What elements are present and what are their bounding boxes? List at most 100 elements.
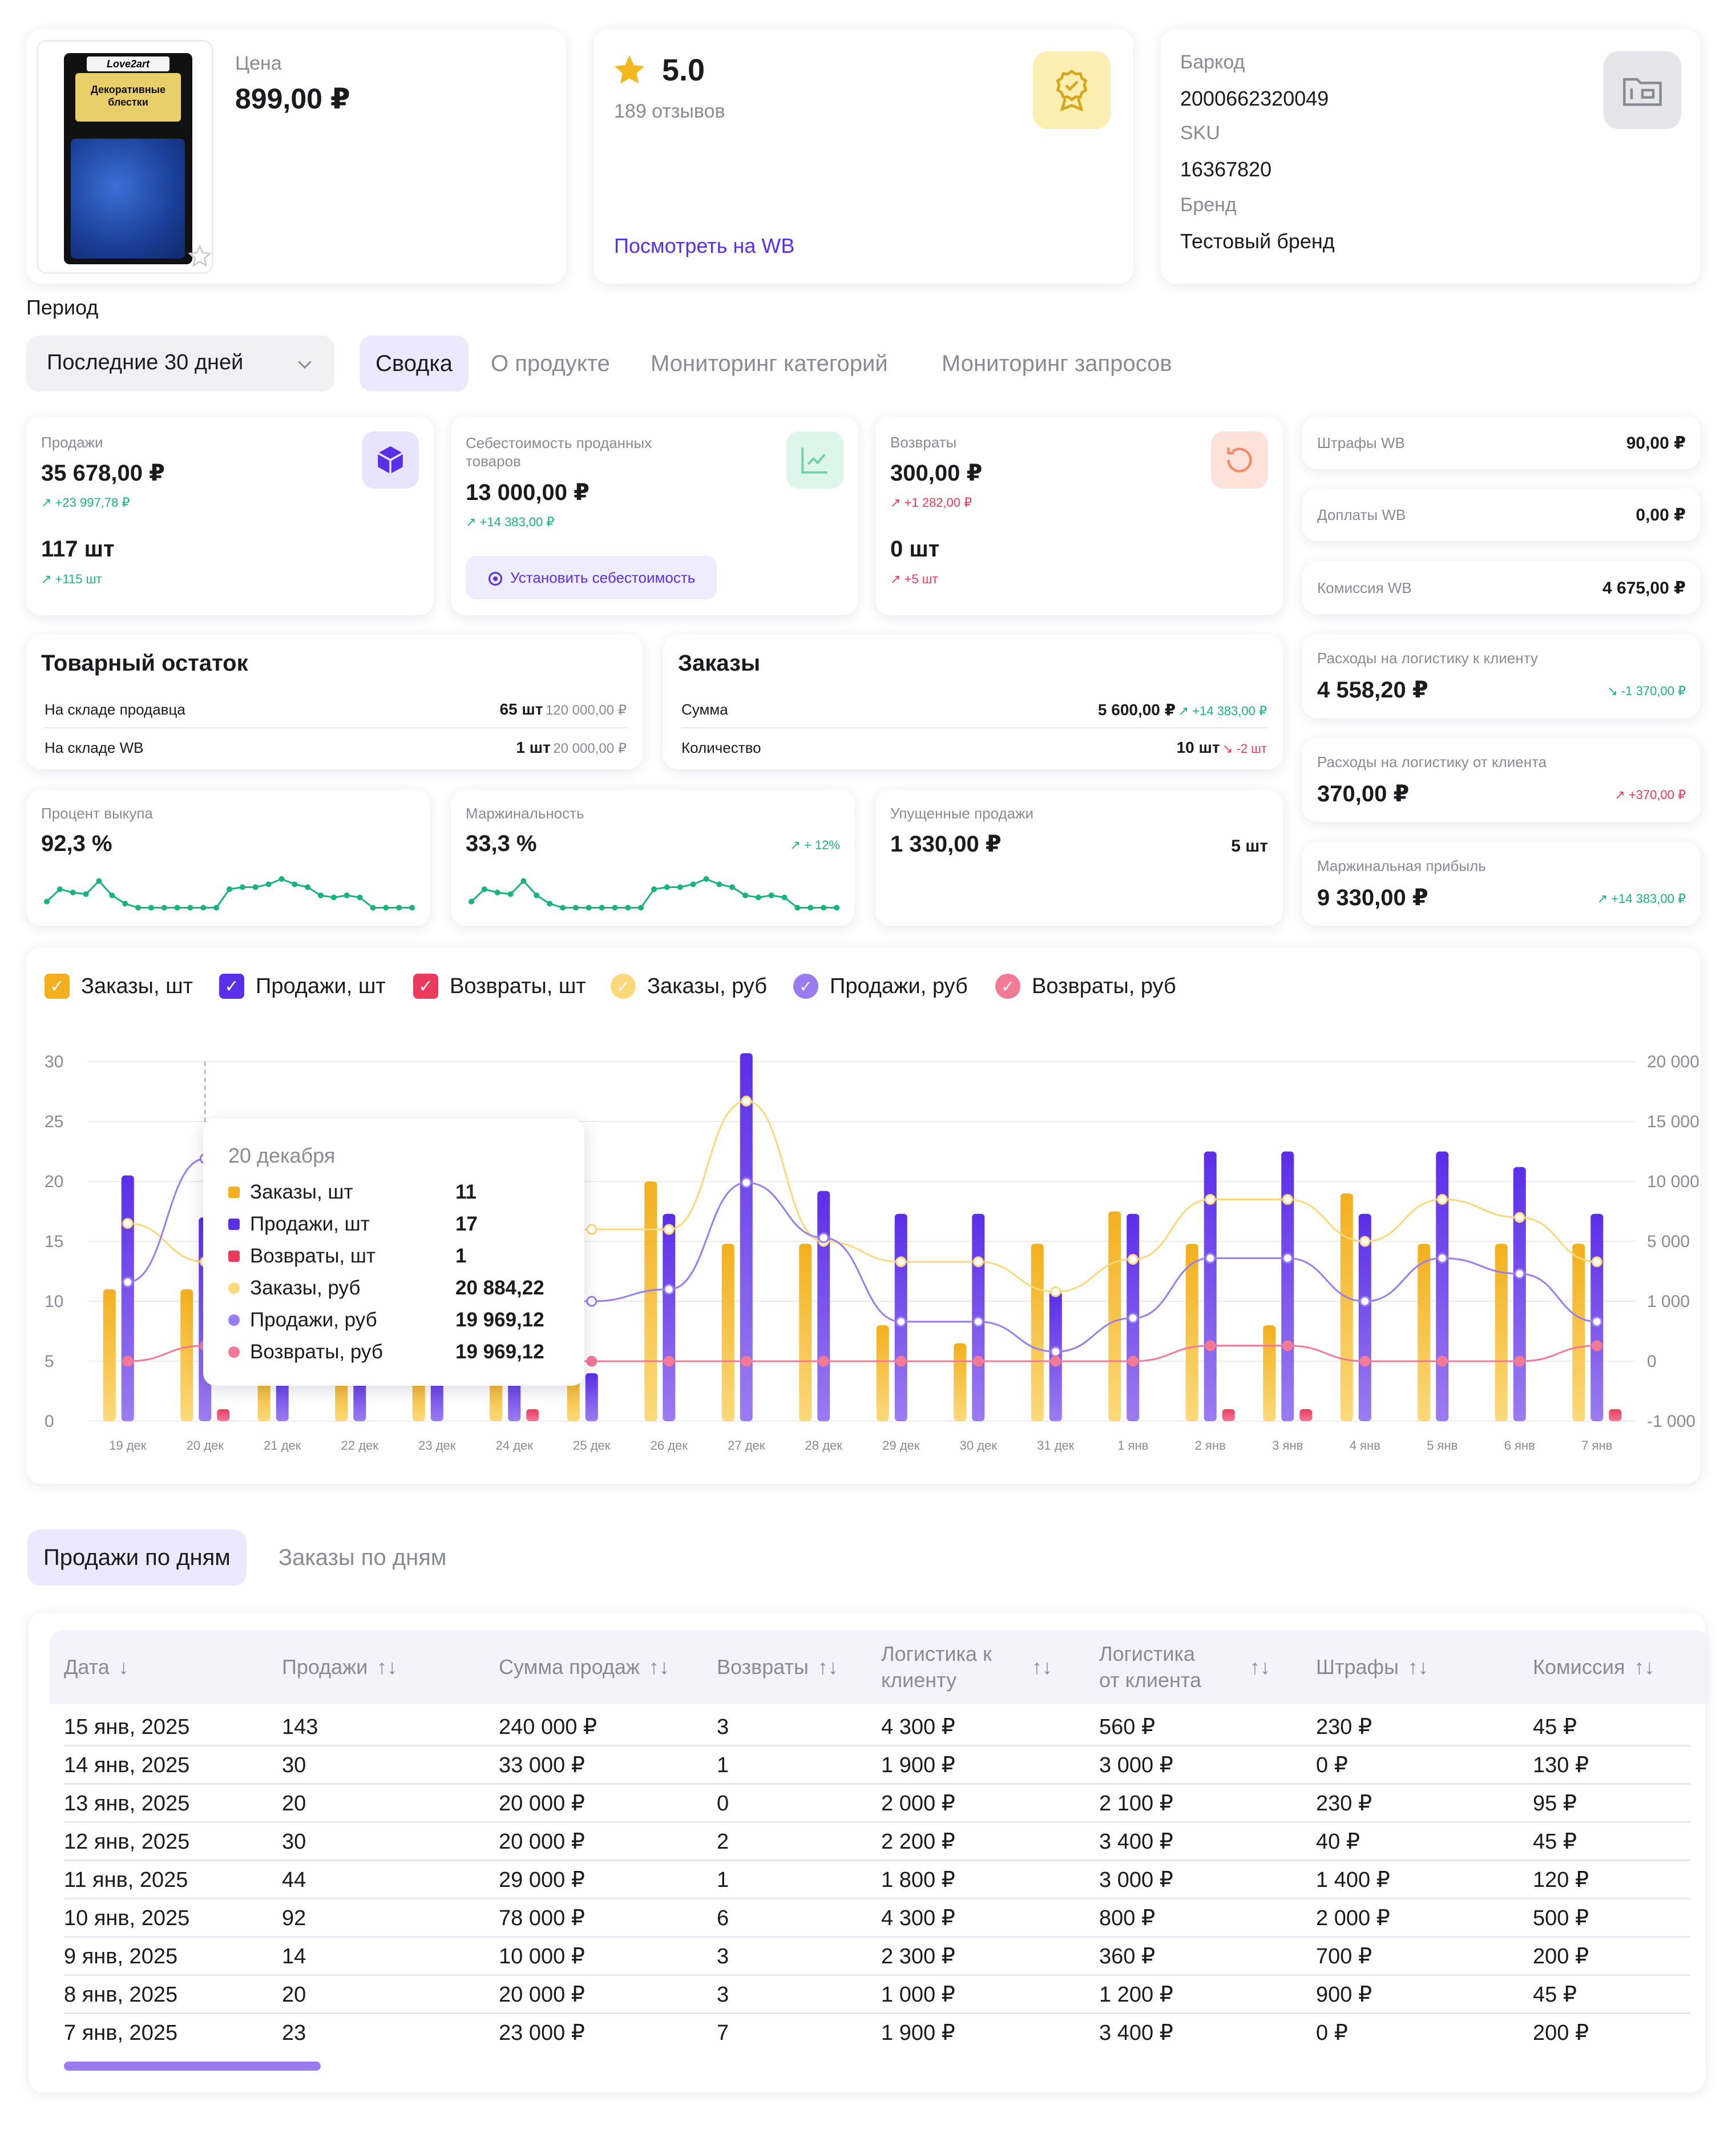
bar-orders[interactable] xyxy=(721,1244,734,1421)
line-point[interactable] xyxy=(1050,1286,1061,1297)
line-point[interactable] xyxy=(1514,1356,1525,1367)
bar-orders[interactable] xyxy=(1263,1325,1276,1421)
line-point[interactable] xyxy=(1282,1194,1293,1205)
bar-sales[interactable] xyxy=(1513,1167,1526,1421)
table-row[interactable]: 7 янв, 2025 23 23 000 ₽ 7 1 900 ₽ 3 400 ₽ 0 ₽ 2… xyxy=(64,2014,1690,2052)
tab-orders-by-day[interactable]: Заказы по дням xyxy=(278,1545,447,1570)
product-image[interactable]: Love2art Декоративные блестки xyxy=(37,40,213,274)
line-point[interactable] xyxy=(895,1356,907,1367)
sort-icon[interactable]: ↑↓ xyxy=(1634,1655,1655,1679)
bar-returns[interactable] xyxy=(217,1409,230,1421)
bar-sales[interactable] xyxy=(121,1175,134,1422)
folder-barcode-icon[interactable] xyxy=(1604,51,1681,129)
line-point[interactable] xyxy=(663,1284,675,1295)
bar-sales[interactable] xyxy=(1436,1151,1449,1422)
line-point[interactable] xyxy=(1050,1346,1061,1357)
sort-icon[interactable]: ↑↓ xyxy=(1032,1655,1052,1679)
legend-orders-qty[interactable]: ✓ Заказы, шт xyxy=(45,974,193,999)
sort-icon[interactable]: ↑↓ xyxy=(1408,1655,1429,1679)
column-header[interactable]: Логистика к клиенту ↑↓ xyxy=(881,1642,1052,1692)
tab-category-monitoring[interactable]: Мониторинг категорий xyxy=(651,351,888,376)
tab-sales-by-day[interactable]: Продажи по дням xyxy=(27,1530,247,1586)
sort-icon[interactable]: ↑↓ xyxy=(648,1655,669,1679)
legend-sales-qty[interactable]: ✓ Продажи, шт xyxy=(219,974,386,999)
bar-orders[interactable] xyxy=(1185,1244,1198,1421)
line-point[interactable] xyxy=(1205,1252,1216,1264)
line-point[interactable] xyxy=(741,1356,752,1367)
line-point[interactable] xyxy=(122,1218,134,1229)
bar-sales[interactable] xyxy=(585,1373,598,1421)
line-point[interactable] xyxy=(1591,1340,1602,1352)
bar-orders[interactable] xyxy=(799,1244,812,1421)
line-point[interactable] xyxy=(895,1316,907,1328)
line-point[interactable] xyxy=(1050,1356,1061,1367)
bar-returns[interactable] xyxy=(1299,1409,1313,1421)
tab-query-monitoring[interactable]: Мониторинг запросов xyxy=(942,351,1172,376)
table-row[interactable]: 9 янв, 2025 14 10 000 ₽ 3 2 300 ₽ 360 ₽ 700 ₽ 2… xyxy=(64,1937,1690,1976)
column-header[interactable]: Продажи ↑↓ xyxy=(282,1630,487,1704)
line-point[interactable] xyxy=(1205,1194,1216,1205)
column-header[interactable]: Сумма продаж ↑↓ xyxy=(499,1630,704,1704)
line-point[interactable] xyxy=(586,1296,597,1307)
line-point[interactable] xyxy=(1359,1236,1371,1247)
bar-orders[interactable] xyxy=(954,1343,967,1422)
line-point[interactable] xyxy=(741,1095,752,1107)
set-cost-button[interactable]: Установить себестоимость xyxy=(466,556,717,599)
line-point[interactable] xyxy=(586,1356,597,1367)
table-row[interactable]: 15 янв, 2025 143 240 000 ₽ 3 4 300 ₽ 560 ₽ 230… xyxy=(64,1708,1690,1746)
bar-orders[interactable] xyxy=(876,1325,889,1421)
bar-orders[interactable] xyxy=(180,1289,193,1421)
bar-orders[interactable] xyxy=(644,1181,657,1421)
sort-icon[interactable]: ↑↓ xyxy=(817,1655,838,1679)
bar-sales[interactable] xyxy=(817,1191,830,1421)
bar-returns[interactable] xyxy=(1222,1409,1235,1421)
bar-sales[interactable] xyxy=(1204,1151,1217,1422)
table-row[interactable]: 8 янв, 2025 20 20 000 ₽ 3 1 000 ₽ 1 200 ₽ 900 … xyxy=(64,1975,1690,2014)
line-point[interactable] xyxy=(895,1256,907,1268)
line-point[interactable] xyxy=(818,1356,829,1367)
line-point[interactable] xyxy=(1282,1252,1293,1264)
line-point[interactable] xyxy=(1127,1312,1139,1324)
legend-returns-qty[interactable]: ✓ Возвраты, шт xyxy=(413,974,586,999)
bar-orders[interactable] xyxy=(1495,1244,1508,1421)
bar-sales[interactable] xyxy=(663,1213,676,1421)
table-row[interactable]: 10 янв, 2025 92 78 000 ₽ 6 4 300 ₽ 800 ₽ 2 000… xyxy=(64,1899,1690,1938)
line-point[interactable] xyxy=(122,1276,134,1288)
line-point[interactable] xyxy=(1359,1356,1371,1367)
line-point[interactable] xyxy=(1205,1340,1216,1352)
table-row[interactable]: 11 янв, 2025 44 29 000 ₽ 1 1 800 ₽ 3 000 ₽ 1 4… xyxy=(64,1861,1690,1899)
sort-icon[interactable]: ↑↓ xyxy=(1250,1655,1270,1679)
line-point[interactable] xyxy=(972,1256,984,1268)
bar-sales[interactable] xyxy=(1281,1151,1294,1422)
favorite-star-icon[interactable] xyxy=(188,244,212,268)
legend-returns-rub[interactable]: ✓ Возвраты, руб xyxy=(995,974,1176,999)
tab-about-product[interactable]: О продукте xyxy=(491,351,610,376)
bar-orders[interactable] xyxy=(1340,1193,1353,1421)
sort-icon[interactable]: ↑↓ xyxy=(377,1655,398,1679)
period-select[interactable]: Последние 30 дней xyxy=(26,336,334,392)
line-point[interactable] xyxy=(122,1356,134,1367)
line-point[interactable] xyxy=(1436,1356,1448,1367)
bar-orders[interactable] xyxy=(1572,1244,1585,1421)
bar-sales[interactable] xyxy=(1358,1213,1371,1421)
sort-icon[interactable]: ↓ xyxy=(118,1655,129,1679)
bar-returns[interactable] xyxy=(526,1409,539,1421)
bar-orders[interactable] xyxy=(1108,1211,1121,1422)
line-point[interactable] xyxy=(1127,1356,1139,1367)
line-point[interactable] xyxy=(1436,1194,1448,1205)
line-point[interactable] xyxy=(663,1356,675,1367)
tab-summary[interactable]: Сводка xyxy=(360,336,469,392)
bar-orders[interactable] xyxy=(103,1289,116,1421)
line-point[interactable] xyxy=(1514,1212,1525,1223)
line-point[interactable] xyxy=(1591,1316,1602,1328)
bar-orders[interactable] xyxy=(1418,1244,1431,1421)
reviews-count[interactable]: 189 отзывов xyxy=(614,100,725,122)
line-point[interactable] xyxy=(972,1316,984,1328)
line-point[interactable] xyxy=(1359,1296,1371,1307)
column-header[interactable]: Логистика от клиента ↑↓ xyxy=(1099,1642,1270,1692)
line-point[interactable] xyxy=(586,1224,597,1235)
view-on-wb-link[interactable]: Посмотреть на WB xyxy=(614,234,795,257)
line-point[interactable] xyxy=(741,1177,752,1188)
bar-orders[interactable] xyxy=(1031,1244,1044,1421)
column-header[interactable]: Штрафы ↑↓ xyxy=(1316,1630,1521,1704)
